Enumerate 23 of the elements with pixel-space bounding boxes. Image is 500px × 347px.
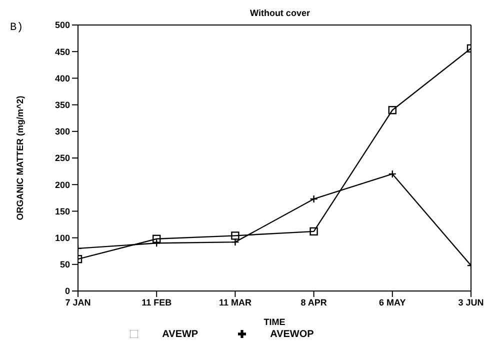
y-tick-label: 100 xyxy=(54,232,70,243)
legend-label: AVEWP xyxy=(162,329,198,340)
y-tick-label: 0 xyxy=(64,286,70,296)
legend-label: AVEWOP xyxy=(270,329,314,340)
text: B) xyxy=(10,22,24,34)
chart-title: Without cover xyxy=(249,8,311,20)
y-tick-label: 50 xyxy=(60,260,70,270)
x-tick-label: 11 MAR xyxy=(218,297,252,308)
x-tick-label: 7 JAN xyxy=(65,297,91,308)
y-tick-label: 300 xyxy=(54,126,70,137)
y-axis-title: ORGANIC MATTER (mg/m^2) xyxy=(15,96,26,220)
x-tick-label: 6 MAY xyxy=(379,297,406,308)
x-axis-title: TIME xyxy=(264,317,286,327)
y-tick-label: 200 xyxy=(54,180,70,190)
x-tick-label: 3 JUN xyxy=(458,297,484,308)
y-tick-label: 150 xyxy=(54,206,70,216)
x-tick-label: 11 FEB xyxy=(142,297,172,308)
y-tick-label: 350 xyxy=(54,100,70,110)
x-tick-label: 8 APR xyxy=(300,297,328,308)
y-tick-label: 450 xyxy=(54,46,70,57)
y-tick-label: 400 xyxy=(54,73,70,84)
y-tick-label: 500 xyxy=(54,20,70,30)
y-tick-label: 250 xyxy=(54,153,70,164)
